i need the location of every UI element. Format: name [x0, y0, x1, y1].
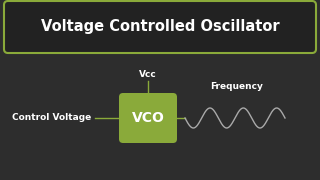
- Text: Control Voltage: Control Voltage: [12, 114, 91, 123]
- Text: Voltage Controlled Oscillator: Voltage Controlled Oscillator: [41, 19, 279, 35]
- Text: Vcc: Vcc: [139, 70, 157, 79]
- FancyBboxPatch shape: [4, 1, 316, 53]
- Text: Frequency: Frequency: [211, 82, 263, 91]
- FancyBboxPatch shape: [119, 93, 177, 143]
- Text: VCO: VCO: [132, 111, 164, 125]
